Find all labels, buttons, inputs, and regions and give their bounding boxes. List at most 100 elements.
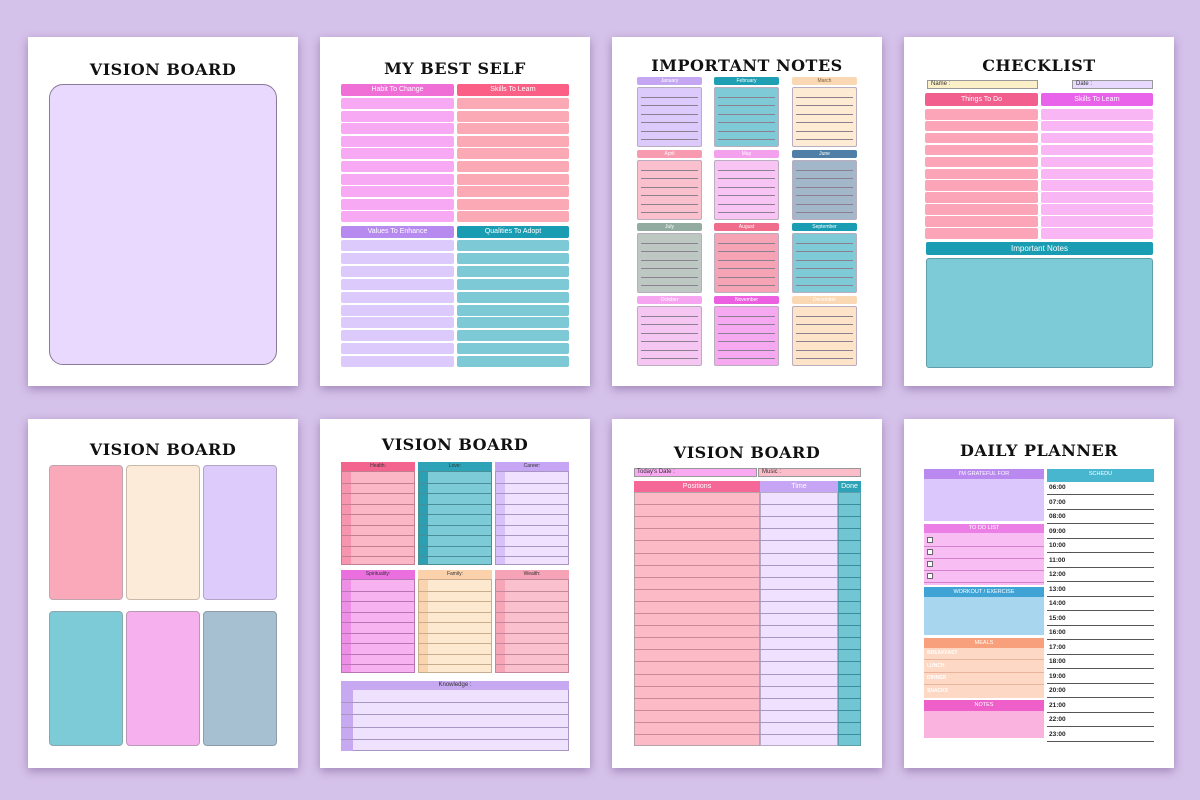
checklist-row[interactable] (925, 120, 1038, 132)
input-row[interactable] (341, 211, 454, 223)
input-row[interactable] (457, 161, 569, 172)
month-notes-box[interactable] (714, 233, 779, 293)
month-notes-box[interactable] (714, 87, 779, 147)
input-row[interactable] (457, 317, 569, 329)
life-area-box[interactable] (418, 579, 492, 673)
important-notes-area[interactable] (926, 258, 1153, 368)
table-line (634, 649, 760, 651)
input-row[interactable] (457, 173, 569, 185)
input-row[interactable] (457, 291, 569, 303)
checklist-row[interactable] (1041, 192, 1153, 203)
input-row[interactable] (341, 161, 454, 172)
checkbox[interactable] (927, 573, 933, 579)
input-row[interactable] (457, 98, 569, 109)
workout-area[interactable] (924, 597, 1044, 635)
time-column[interactable] (760, 492, 838, 746)
month-notes-box[interactable] (792, 87, 857, 147)
grateful-area[interactable] (924, 479, 1044, 521)
input-row[interactable] (341, 173, 454, 185)
checklist-row[interactable] (1041, 228, 1153, 239)
checkbox[interactable] (927, 561, 933, 567)
checklist-row[interactable] (925, 132, 1038, 144)
checklist-row[interactable] (925, 180, 1038, 191)
month-notes-box[interactable] (714, 160, 779, 220)
checklist-row[interactable] (925, 216, 1038, 227)
date-field[interactable] (1072, 80, 1153, 89)
life-area-box[interactable] (495, 579, 569, 673)
month-notes-box[interactable] (792, 160, 857, 220)
input-row[interactable] (341, 98, 454, 109)
input-row[interactable] (457, 123, 569, 135)
input-row[interactable] (341, 123, 454, 135)
checkbox[interactable] (927, 549, 933, 555)
music-field[interactable] (758, 468, 861, 477)
month-notes-box[interactable] (792, 233, 857, 293)
input-row[interactable] (341, 330, 454, 342)
checkbox[interactable] (927, 537, 933, 543)
table-line (838, 685, 861, 687)
input-row[interactable] (341, 135, 454, 147)
month-notes-box[interactable] (792, 306, 857, 366)
checklist-row[interactable] (1041, 216, 1153, 227)
input-row[interactable] (341, 110, 454, 122)
input-row[interactable] (457, 330, 569, 342)
month-notes-box[interactable] (637, 87, 702, 147)
done-column[interactable] (838, 492, 861, 746)
note-line (796, 285, 853, 286)
month-notes-box[interactable] (637, 233, 702, 293)
input-row[interactable] (341, 304, 454, 316)
input-row[interactable] (341, 148, 454, 160)
input-row[interactable] (457, 356, 569, 368)
month-notes-box[interactable] (637, 160, 702, 220)
month-notes-box[interactable] (637, 306, 702, 366)
life-area-box[interactable] (341, 579, 415, 673)
input-row[interactable] (457, 252, 569, 264)
meal-line (924, 671, 1044, 673)
checklist-row[interactable] (1041, 180, 1153, 191)
input-row[interactable] (457, 278, 569, 290)
input-row[interactable] (341, 240, 454, 251)
input-row[interactable] (341, 291, 454, 303)
checklist-row[interactable] (1041, 144, 1153, 156)
month-notes-box[interactable] (714, 306, 779, 366)
input-row[interactable] (341, 265, 454, 277)
input-row[interactable] (341, 317, 454, 329)
name-field[interactable] (927, 80, 1038, 89)
life-area-box[interactable] (341, 471, 415, 565)
input-row[interactable] (457, 148, 569, 160)
input-row[interactable] (457, 240, 569, 251)
checklist-row[interactable] (925, 156, 1038, 168)
note-line (718, 251, 775, 252)
input-row[interactable] (457, 343, 569, 355)
input-row[interactable] (457, 186, 569, 198)
positions-column[interactable] (634, 492, 760, 746)
input-row[interactable] (457, 265, 569, 277)
checklist-row[interactable] (925, 109, 1038, 120)
input-row[interactable] (341, 278, 454, 290)
todays-date-field[interactable] (634, 468, 757, 477)
input-row[interactable] (457, 304, 569, 316)
input-row[interactable] (341, 186, 454, 198)
checklist-row[interactable] (925, 228, 1038, 239)
checklist-row[interactable] (1041, 168, 1153, 179)
checklist-row[interactable] (1041, 204, 1153, 215)
checklist-row[interactable] (925, 168, 1038, 179)
checklist-row[interactable] (925, 144, 1038, 156)
input-row[interactable] (457, 198, 569, 210)
checklist-row[interactable] (1041, 120, 1153, 132)
input-row[interactable] (457, 211, 569, 223)
input-row[interactable] (457, 135, 569, 147)
notes-area[interactable] (924, 711, 1044, 738)
checklist-row[interactable] (1041, 132, 1153, 144)
input-row[interactable] (341, 343, 454, 355)
life-area-box[interactable] (418, 471, 492, 565)
input-row[interactable] (457, 110, 569, 122)
checklist-row[interactable] (1041, 156, 1153, 168)
life-area-box[interactable] (495, 471, 569, 565)
checklist-row[interactable] (925, 204, 1038, 215)
checklist-row[interactable] (925, 192, 1038, 203)
checklist-row[interactable] (1041, 109, 1153, 120)
input-row[interactable] (341, 252, 454, 264)
input-row[interactable] (341, 198, 454, 210)
input-row[interactable] (341, 356, 454, 368)
